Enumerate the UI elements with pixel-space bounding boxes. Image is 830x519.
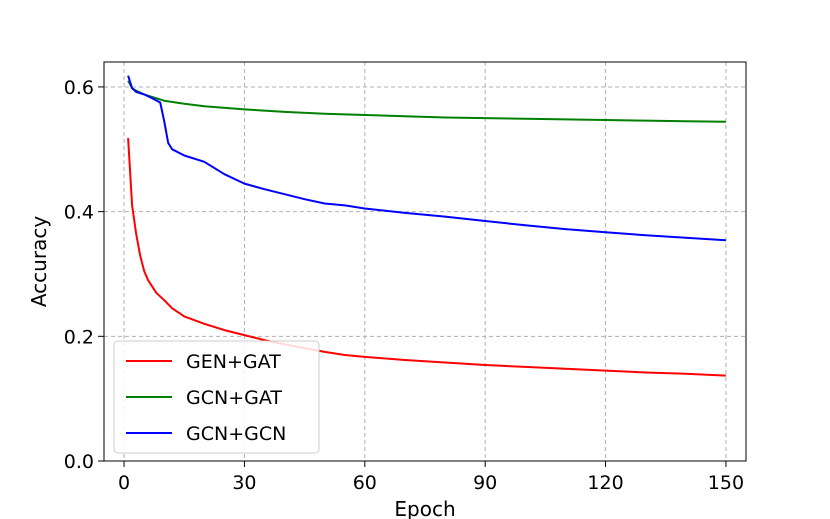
series-line-1	[127, 138, 726, 377]
y-tick-label: 0.4	[64, 202, 94, 224]
y-tick-label: 0.6	[64, 77, 94, 99]
legend-label: GEN+GAT	[186, 351, 281, 373]
axis-ticks: 0 30 60 90 120 150 0.0 0.2 0.4 0.6	[64, 77, 744, 494]
x-tick-label: 120	[587, 472, 623, 494]
x-tick-label: 0	[118, 472, 130, 494]
series-lines	[127, 75, 726, 377]
x-axis-label: Epoch	[394, 497, 455, 519]
legend-box	[113, 340, 320, 454]
x-tick-label: 150	[708, 472, 744, 494]
legend: GEN+GAT GCN+GAT GCN+GCN	[113, 340, 320, 454]
y-axis-label: Accuracy	[27, 216, 51, 307]
plot-frame	[103, 61, 747, 462]
legend-label: GCN+GCN	[186, 423, 286, 445]
x-tick-label: 30	[232, 472, 256, 494]
x-tick-label: 90	[473, 472, 497, 494]
y-tick-label: 0.2	[64, 326, 94, 348]
x-tick-label: 60	[353, 472, 377, 494]
legend-label: GCN+GAT	[186, 387, 282, 409]
y-tick-label: 0.0	[64, 451, 94, 473]
series-line-3	[127, 75, 726, 242]
